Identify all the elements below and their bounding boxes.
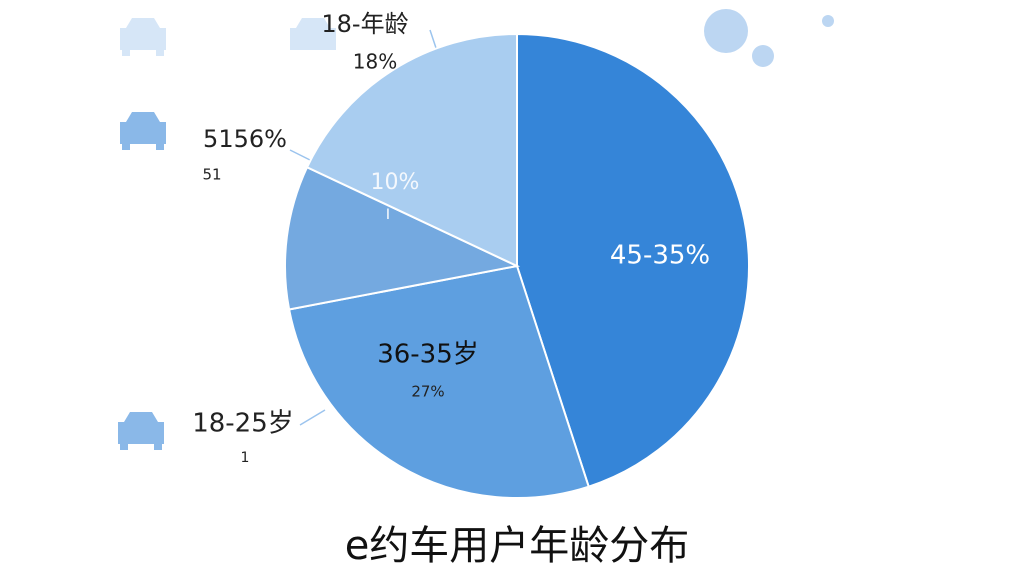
- annotation: 1: [241, 450, 250, 466]
- car-icon: [120, 112, 166, 150]
- pie-slice: [516, 32, 750, 488]
- bubble: [704, 9, 748, 53]
- bubble: [822, 15, 834, 27]
- bubble: [752, 45, 774, 67]
- annotation: 36-35岁: [377, 340, 479, 370]
- value-label: 18%: [353, 50, 397, 74]
- pie-slice: [284, 165, 521, 311]
- annotation: 51: [202, 166, 221, 184]
- car-icons: [118, 18, 336, 450]
- chart-title: e约车用户年龄分布: [345, 523, 690, 569]
- annotation: 5156%: [203, 125, 287, 153]
- car-icon: [290, 18, 336, 50]
- leader-line: [299, 409, 326, 426]
- pie-slice: [305, 32, 518, 268]
- annotation: 18-年龄: [321, 10, 408, 38]
- value-label: 10%: [371, 170, 420, 195]
- annotation: I: [386, 207, 390, 223]
- annotation: 18-25岁: [192, 409, 294, 439]
- value-label: 45-35%: [610, 241, 710, 271]
- decoration: [704, 9, 834, 67]
- value-label: 27%: [411, 383, 444, 401]
- car-icon: [120, 18, 166, 56]
- car-icon: [118, 412, 164, 450]
- pie-slice: [287, 264, 590, 499]
